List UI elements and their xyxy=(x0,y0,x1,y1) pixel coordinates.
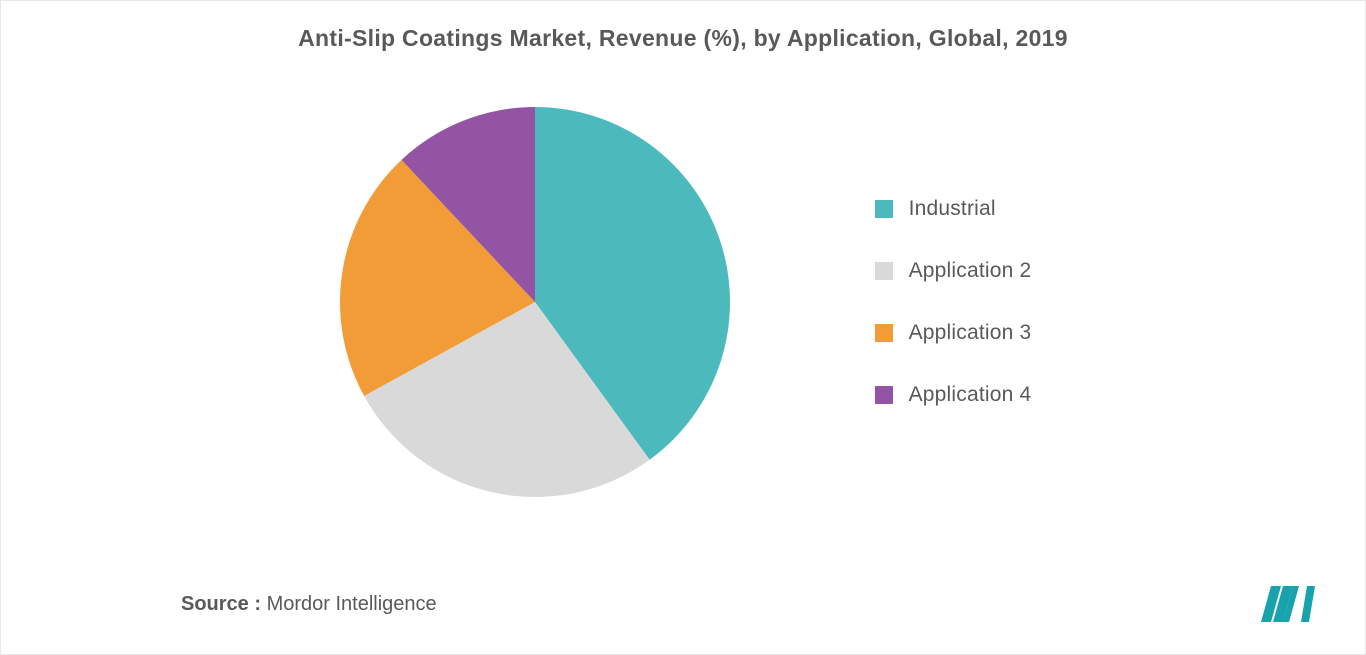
legend-swatch xyxy=(875,262,893,280)
legend-swatch xyxy=(875,386,893,404)
brand-logo-icon xyxy=(1259,584,1317,624)
legend-label: Application 2 xyxy=(909,259,1032,283)
pie-svg xyxy=(335,102,735,502)
legend-label: Application 4 xyxy=(909,383,1032,407)
legend-item: Application 3 xyxy=(875,321,1032,345)
legend-item: Industrial xyxy=(875,197,1032,221)
source-label: Source : xyxy=(181,593,261,615)
source-value: Mordor Intelligence xyxy=(261,593,437,615)
legend-item: Application 2 xyxy=(875,259,1032,283)
chart-title: Anti-Slip Coatings Market, Revenue (%), … xyxy=(1,1,1365,52)
pie-chart xyxy=(335,102,735,502)
legend: Industrial Application 2 Application 3 Appl… xyxy=(875,197,1032,407)
legend-swatch xyxy=(875,324,893,342)
legend-swatch xyxy=(875,200,893,218)
chart-area: Industrial Application 2 Application 3 Appl… xyxy=(1,52,1365,552)
source-line: Source : Mordor Intelligence xyxy=(181,593,437,616)
legend-label: Industrial xyxy=(909,197,996,221)
legend-label: Application 3 xyxy=(909,321,1032,345)
legend-item: Application 4 xyxy=(875,383,1032,407)
